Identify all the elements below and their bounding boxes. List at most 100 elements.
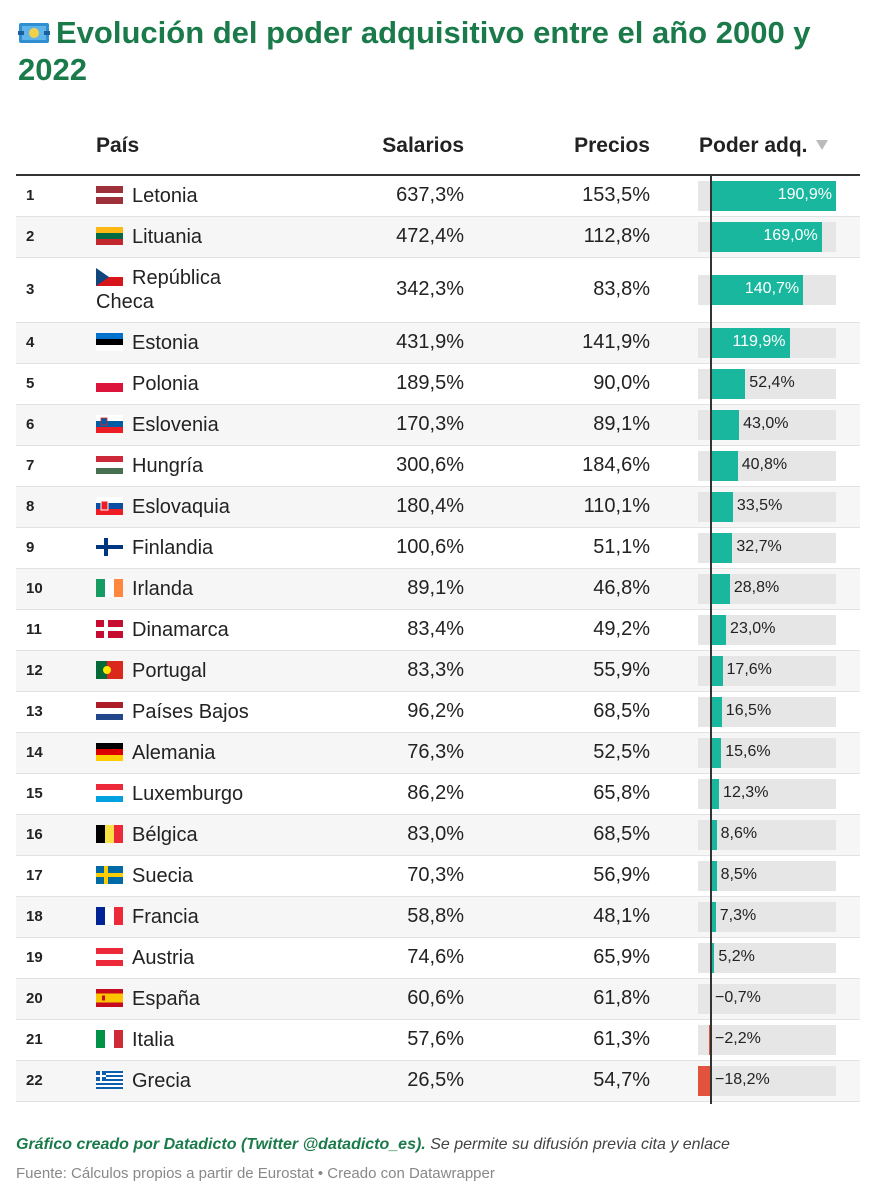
flag-de-icon: [96, 743, 123, 762]
country-cell: Finlandia: [96, 536, 286, 560]
flag-dk-icon: [96, 620, 123, 638]
poder-bar-cell: 12,3%: [698, 779, 836, 809]
flag-fi-icon: [96, 538, 123, 556]
country-cell: Estonia: [96, 331, 286, 355]
poder-bar: [711, 328, 790, 358]
country-cell: Suecia: [96, 864, 286, 888]
country-cell: República Checa: [96, 266, 246, 314]
precios-cell: 65,8%: [593, 782, 650, 804]
country-name: Bélgica: [132, 824, 198, 846]
poder-bar-cell: 16,5%: [698, 697, 836, 727]
poder-label: 28,8%: [733, 579, 780, 596]
country-cell: Italia: [96, 1028, 286, 1052]
country-name: Dinamarca: [132, 619, 229, 641]
salarios-cell: 189,5%: [396, 372, 464, 394]
salarios-cell: 57,6%: [407, 1028, 464, 1050]
poder-bar-cell: −18,2%: [698, 1066, 836, 1096]
table-body: 1 Letonia 637,3% 153,5% 190,9% 2 Lituania 472,4…: [16, 176, 860, 1102]
poder-label: 5,2%: [718, 948, 755, 965]
flag-lt-icon: [96, 227, 123, 246]
rank-cell: 10: [26, 580, 43, 597]
poder-label: 119,9%: [732, 333, 786, 350]
salarios-cell: 300,6%: [396, 454, 464, 476]
bar-track: [698, 1066, 836, 1096]
poder-bar-cell: 5,2%: [698, 943, 836, 973]
country-name: Italia: [132, 1029, 175, 1051]
data-table: País Salarios Precios Poder adq. 1 Letoni…: [16, 128, 860, 1102]
bar-track: [698, 820, 836, 850]
poder-bar: [711, 574, 730, 604]
bar-track: [698, 902, 836, 932]
bar-track: [698, 943, 836, 973]
country-name: Portugal: [132, 660, 207, 682]
rank-cell: 9: [26, 539, 35, 556]
country-cell: Austria: [96, 946, 286, 970]
country-name: España: [132, 988, 200, 1010]
rank-cell: 21: [26, 1031, 43, 1048]
precios-cell: 54,7%: [593, 1069, 650, 1091]
salarios-cell: 83,4%: [407, 618, 464, 640]
flag-es-icon: [96, 989, 123, 1007]
poder-label: 7,3%: [719, 907, 757, 924]
rank-cell: 14: [26, 744, 43, 761]
rank-cell: 18: [26, 908, 43, 925]
poder-bar: [711, 697, 722, 727]
flag-ie-icon: [96, 579, 124, 597]
source-line: Fuente: Cálculos propios a partir de Eur…: [16, 1165, 495, 1182]
country-cell: Países Bajos: [96, 700, 286, 724]
poder-label: −18,2%: [715, 1071, 770, 1088]
country-name: Eslovenia: [132, 414, 219, 436]
poder-label: 8,5%: [720, 866, 758, 883]
table-row: 5 Polonia 189,5% 90,0% 52,4%: [16, 364, 860, 405]
credit-rest: Se permite su difusión previa cita y enl…: [425, 1136, 730, 1153]
rank-cell: 15: [26, 785, 43, 802]
poder-label: 33,5%: [736, 497, 783, 514]
country-cell: Dinamarca: [96, 618, 286, 642]
poder-label: 190,9%: [777, 186, 832, 203]
table-row: 14 Alemania 76,3% 52,5% 15,6%: [16, 733, 860, 774]
poder-bar-cell: 169,0%: [698, 222, 836, 252]
rank-cell: 17: [26, 867, 43, 884]
table-row: 4 Estonia 431,9% 141,9% 119,9%: [16, 323, 860, 364]
poder-label: 12,3%: [723, 784, 769, 801]
country-name: Alemania: [132, 742, 216, 764]
rank-cell: 11: [26, 621, 42, 638]
poder-bar-cell: 8,6%: [698, 820, 836, 850]
rank-cell: 16: [26, 826, 43, 843]
flag-hu-icon: [96, 456, 123, 475]
poder-bar: [711, 275, 804, 305]
poder-bar-cell: −0,7%: [698, 984, 836, 1014]
salarios-cell: 96,2%: [407, 700, 464, 722]
rank-cell: 20: [26, 990, 43, 1007]
poder-bar-cell: 7,3%: [698, 902, 836, 932]
poder-bar-cell: 119,9%: [698, 328, 836, 358]
header-poder[interactable]: Poder adq.: [699, 134, 828, 158]
header-pais[interactable]: País: [96, 134, 140, 157]
header-precios[interactable]: Precios: [574, 134, 650, 157]
country-cell: Portugal: [96, 659, 286, 683]
flag-be-icon: [96, 825, 124, 843]
credit-bold: Gráfico creado por Datadicto (Twitter @d…: [16, 1136, 426, 1153]
country-cell: Letonia: [96, 184, 286, 208]
header-salarios[interactable]: Salarios: [382, 134, 464, 157]
salarios-cell: 89,1%: [407, 577, 464, 599]
flag-se-icon: [96, 866, 123, 884]
poder-bar-cell: 28,8%: [698, 574, 836, 604]
rank-cell: 5: [26, 375, 35, 392]
poder-label: 23,0%: [730, 620, 776, 637]
salarios-cell: 431,9%: [396, 331, 464, 353]
country-cell: Eslovenia: [96, 413, 286, 437]
table-row: 13 Países Bajos 96,2% 68,5% 16,5%: [16, 692, 860, 733]
poder-bar-cell: −2,2%: [698, 1025, 836, 1055]
sort-descending-icon[interactable]: [815, 140, 828, 150]
table-row: 16 Bélgica 83,0% 68,5% 8,6%: [16, 815, 860, 856]
poder-bar: [711, 410, 740, 440]
flag-gr-icon: [96, 1071, 123, 1090]
precios-cell: 68,5%: [593, 700, 650, 722]
precios-cell: 61,3%: [593, 1028, 650, 1050]
precios-cell: 141,9%: [582, 331, 650, 353]
bar-track: [698, 779, 836, 809]
salarios-cell: 74,6%: [407, 946, 464, 968]
flag-ee-icon: [96, 333, 123, 352]
salarios-cell: 83,3%: [407, 659, 464, 681]
